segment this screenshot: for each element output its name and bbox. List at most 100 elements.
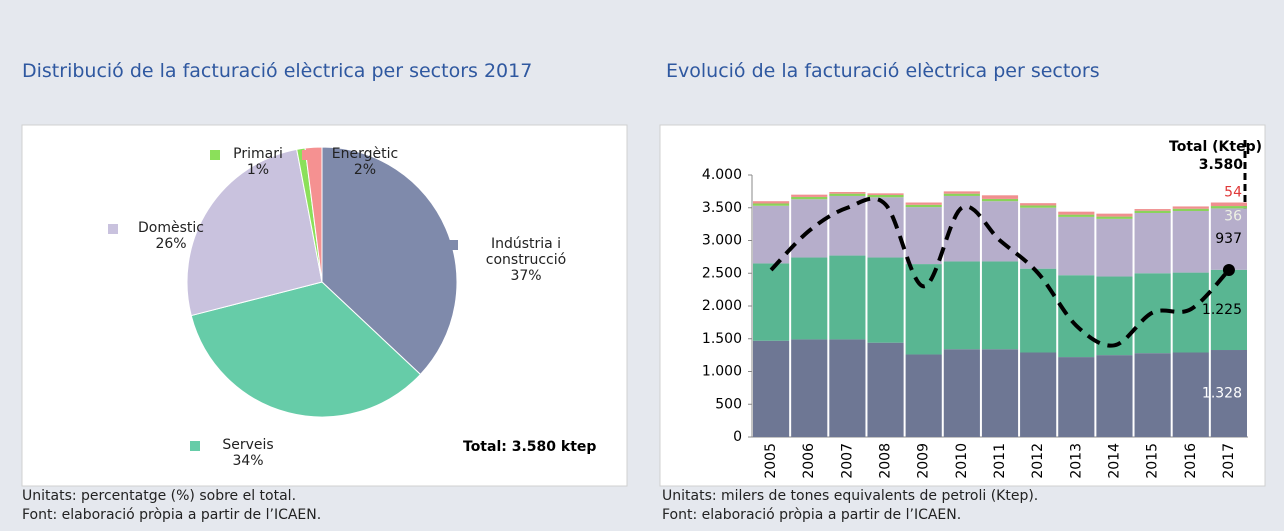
y-tick-label: 3.500 [702,200,742,216]
note: Unitats: milers de tones equivalents de … [662,488,1039,504]
total-value: 3.580 [1199,157,1244,173]
data-label: 937 [1215,231,1242,247]
pie-label: Primari 1% [210,146,300,178]
data-label: 26% [155,236,187,252]
legend-text: Primari [233,146,283,162]
bar-segment [943,261,980,350]
legend-marker [190,441,200,451]
total-label: Total (Ktep) [1169,139,1262,155]
pie-slice [304,146,323,283]
y-tick-label: 500 [715,396,742,412]
data-label: 37% [510,268,542,284]
bar-segment [1058,216,1095,276]
y-tick-label: 2.000 [702,298,742,314]
bar-segment [905,264,942,355]
bar-segment [1172,352,1209,437]
bar-segment [1020,203,1057,206]
bar-segment [829,193,866,196]
bar-segment [867,194,904,198]
data-label: 1% [246,162,270,178]
x-tick-label: 2015 [1145,443,1161,479]
bar-segment [1096,218,1133,277]
pie-label: Energètic 2% [302,146,422,178]
y-tick-label: 1.000 [702,364,742,380]
data-label: 2% [353,162,377,178]
bar-segment [905,202,942,205]
bar-segment [867,257,904,343]
bar-segment [1134,212,1171,274]
y-tick-label: 1.500 [702,331,742,347]
bar-segment [1096,216,1133,219]
data-label: 1.328 [1202,386,1242,402]
pie-total: Total: 3.580 ktep [463,439,597,455]
data-label: 54 [1224,185,1242,201]
note: Unitats: percentatge (%) sobre el total. [22,488,297,504]
bar-segment [829,192,866,194]
legend-marker [302,150,312,160]
legend-entry: Energètic [302,146,422,162]
bar-title: Evolució de la facturació elèctrica per … [666,60,1100,82]
bar-segment [981,349,1019,437]
bar-segment [1020,268,1057,353]
pie-label: Indústria i construcció 37% [448,236,598,284]
pie-slice [186,148,323,317]
bar-segment [981,198,1019,202]
bar-segment [1058,357,1095,437]
legend-entry: Indústria i construcció [448,236,598,268]
bar-segment [943,349,980,437]
legend-text: Serveis [222,437,274,453]
pie-label: Serveis 34% [190,437,300,469]
bar-segment [829,255,866,340]
bar-segment [829,339,866,437]
x-tick-label: 2011 [992,443,1008,479]
bar-segment [867,342,904,437]
pie-label: Domèstic 26% [108,220,228,252]
bar-segment [829,195,866,256]
data-label: 1.225 [1202,302,1242,318]
x-tick-label: 2013 [1068,443,1084,479]
bar-segment [791,194,828,197]
data-label: 34% [232,453,264,469]
bar-segment [1210,202,1247,207]
x-tick-label: 2006 [801,443,817,479]
trend-end [1222,263,1235,276]
bar-segment [753,205,790,264]
bar-segment [1096,276,1133,356]
bar-segment [1020,207,1057,269]
data-label: 36 [1224,209,1242,225]
x-tick-label: 2005 [763,443,779,479]
bar-segment [1172,211,1209,273]
bar-segment [1172,208,1209,212]
bar-segment [1134,209,1171,211]
bar-segment [905,354,942,437]
x-tick-label: 2012 [1030,443,1046,479]
x-tick-label: 2007 [839,443,855,479]
bar-segment [1134,353,1171,437]
bar-segment [753,263,790,341]
bar-segment [1058,214,1095,217]
y-tick-label: 3.000 [702,233,742,249]
note: Font: elaboració pròpia a partir de l’IC… [22,507,322,523]
bar-segment [1020,205,1057,208]
legend-text: Domèstic [138,220,204,236]
x-tick-label: 2014 [1106,443,1122,479]
bar-segment [943,191,980,194]
legend-marker [108,224,118,234]
x-tick-label: 2016 [1183,443,1199,479]
bar-segment [1096,213,1133,217]
bar-segment [753,340,790,437]
y-tick-label: 2.500 [702,265,742,281]
legend-entry: Serveis [190,437,300,453]
pie-slice [190,281,422,418]
bar-segment [1096,355,1133,437]
bar-segment [1172,272,1209,353]
pie-title: Distribució de la facturació elèctrica p… [22,60,533,82]
pie-slice [321,146,458,376]
bar-segment [791,257,828,340]
x-tick-label: 2017 [1221,443,1237,479]
bar-segment [1058,275,1095,358]
bar-segment [753,201,790,204]
bar-segment [1210,208,1247,270]
x-tick-label: 2009 [916,443,932,479]
